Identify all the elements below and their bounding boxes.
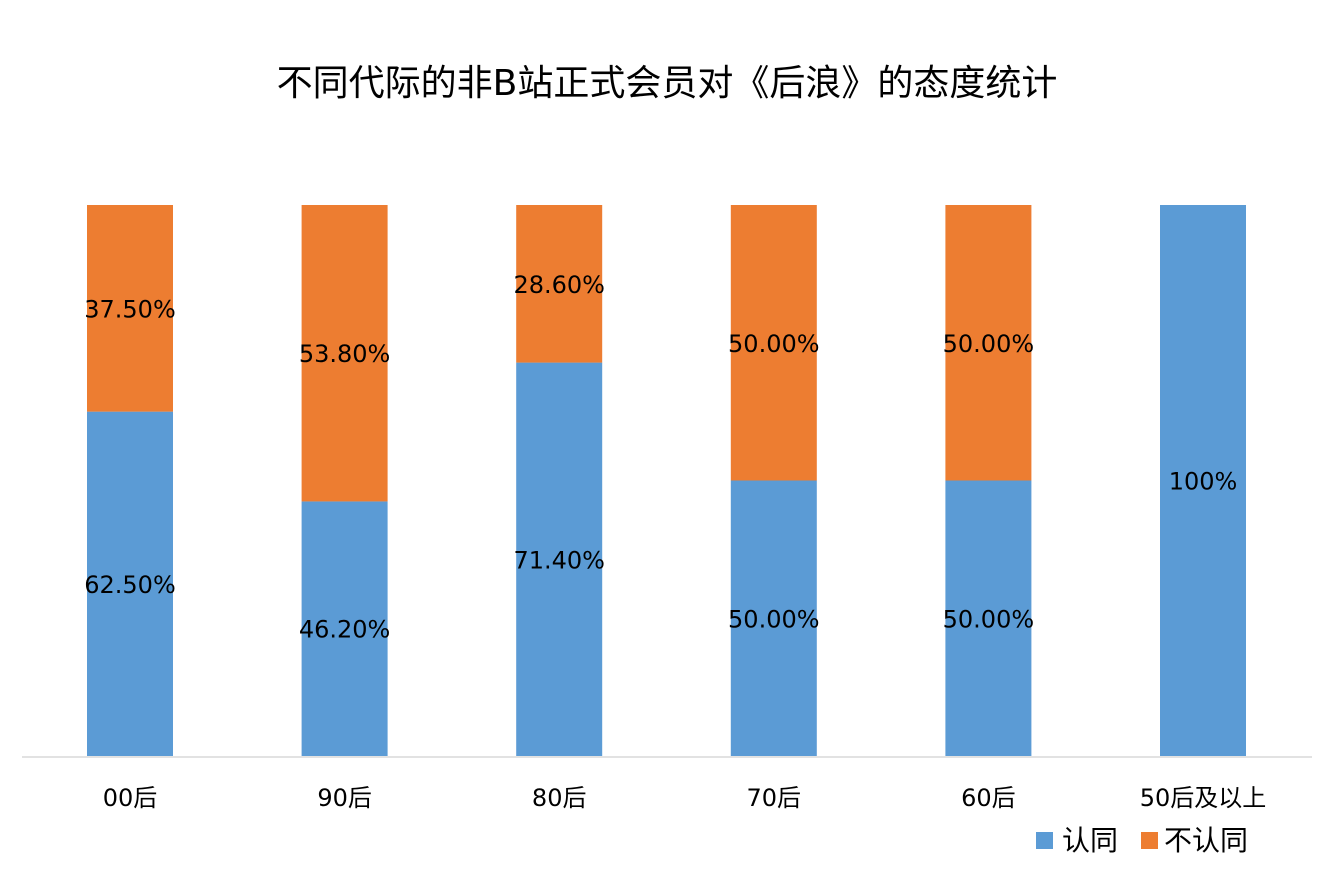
bar-agree-0 [87, 411, 173, 756]
x-tick-label-1: 90后 [317, 784, 372, 812]
legend-swatch-disagree [1141, 832, 1158, 849]
bars-layer: 62.50% 37.50% 46.20% 53.80% 71.40% 28.60% 50.0… [84, 205, 1246, 756]
data-label-agree-5: 100% [1169, 468, 1238, 496]
bar-disagree-3 [730, 205, 817, 481]
x-tick-label-0: 00后 [103, 784, 158, 812]
chart-title: 不同代际的非B站正式会员对《后浪》的态度统计 [277, 63, 1058, 104]
bar-agree-4 [945, 480, 1032, 756]
x-tick-label-3: 70后 [747, 784, 802, 812]
data-label-disagree-0: 37.50% [84, 295, 176, 323]
legend: 认同 不认同 [1036, 824, 1248, 857]
x-tick-label-4: 60后 [961, 784, 1016, 812]
legend-label-disagree: 不认同 [1164, 824, 1248, 857]
data-label-disagree-1: 53.80% [299, 340, 391, 368]
legend-swatch-agree [1036, 832, 1053, 849]
bar-disagree-1 [301, 205, 388, 502]
bar-disagree-2 [516, 205, 603, 363]
x-tick-label-5: 50后及以上 [1140, 784, 1267, 812]
data-label-agree-0: 62.50% [84, 571, 176, 599]
bar-agree-1 [301, 501, 388, 756]
legend-label-agree: 认同 [1062, 824, 1118, 857]
data-label-agree-4: 50.00% [943, 605, 1035, 633]
bar-agree-3 [730, 480, 817, 756]
bar-agree-5 [1160, 205, 1246, 756]
bar-disagree-0 [87, 205, 173, 412]
x-axis-labels: 00后 90后 80后 70后 60后 50后及以上 [103, 784, 1267, 812]
data-label-disagree-3: 50.00% [728, 330, 820, 358]
data-label-disagree-2: 28.60% [513, 271, 605, 299]
data-label-agree-3: 50.00% [728, 605, 820, 633]
bar-disagree-4 [945, 205, 1032, 481]
data-label-agree-2: 71.40% [513, 546, 605, 574]
data-label-agree-1: 46.20% [299, 616, 391, 644]
data-label-disagree-4: 50.00% [943, 330, 1035, 358]
x-tick-label-2: 80后 [532, 784, 587, 812]
bar-agree-2 [516, 362, 603, 756]
